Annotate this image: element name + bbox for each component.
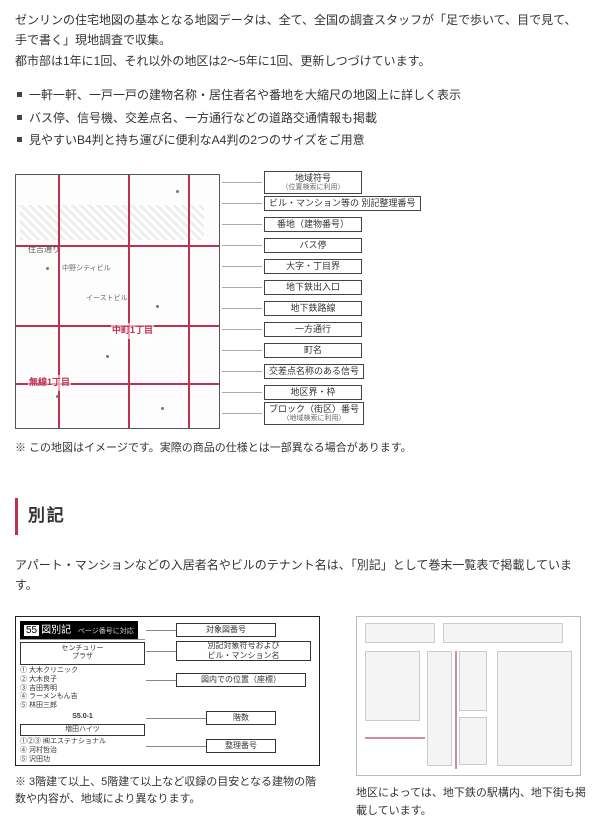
bekki-right-figure bbox=[356, 616, 581, 776]
bekki-right-note: 地区によっては、地下鉄の駅構内、地下街も掲載しています。 bbox=[356, 784, 586, 821]
legend-label: 番地（建物番号） bbox=[264, 217, 362, 232]
legend-label: 地区界・枠 bbox=[264, 385, 362, 400]
bekki-block-label: センチュリー プラザ bbox=[20, 642, 145, 666]
legend-item: 町名 bbox=[222, 342, 421, 359]
legend-item: 地区界・枠 bbox=[222, 384, 421, 401]
building-label: 中野シティビル bbox=[62, 263, 111, 275]
feature-item: 見やすいB4判と持ち運びに便利なA4判の2つのサイズをご用意 bbox=[15, 130, 586, 150]
legend-label: バス停 bbox=[264, 238, 362, 253]
map-figure: 住吉通り 中町1丁目 無線1丁目 中野シティビル イーストビル 地域符号（位置検… bbox=[15, 174, 586, 458]
legend-label: 地下鉄路線 bbox=[264, 301, 362, 316]
legend-item: 交差点名称のある信号 bbox=[222, 363, 421, 380]
street-label: 住吉通り bbox=[28, 243, 60, 257]
legend-item: バス停 bbox=[222, 237, 421, 254]
bekki-left-figure: 55図別記 ページ番号に対応 センチュリー プラザ ① 大木クリニック ② 大木… bbox=[15, 616, 320, 766]
bekki-row: 55図別記 ページ番号に対応 センチュリー プラザ ① 大木クリニック ② 大木… bbox=[15, 616, 586, 821]
legend-label: 大字・丁目界 bbox=[264, 259, 362, 274]
intro-line-1: ゼンリンの住宅地図の基本となる地図データは、全て、全国の調査スタッフが「足で歩い… bbox=[15, 10, 586, 51]
bekki-callout: 整理番号 bbox=[206, 739, 276, 753]
legend-item: 番地（建物番号） bbox=[222, 216, 421, 233]
legend-item: 大字・丁目界 bbox=[222, 258, 421, 275]
legend-item: ビル・マンション等の 別記整理番号 bbox=[222, 195, 421, 212]
bekki-intro: アパート・マンションなどの入居者名やビルのテナント名は、「別記」として巻末一覧表… bbox=[15, 555, 586, 596]
zone-label: 中町1丁目 bbox=[111, 323, 154, 338]
bekki-callout: 図内での位置（座標） bbox=[176, 673, 306, 687]
feature-list: 一軒一軒、一戸一戸の建物名称・居住者名や番地を大縮尺の地図上に詳しく表示 バス停… bbox=[15, 85, 586, 150]
bekki-callout: 階数 bbox=[206, 711, 276, 725]
legend-item: ブロック（街区）番号（地域検索に利用） bbox=[222, 405, 421, 422]
map-legend: 地域符号（位置検索に利用） ビル・マンション等の 別記整理番号番地（建物番号） バス… bbox=[222, 174, 421, 426]
legend-label: 交差点名称のある信号 bbox=[264, 364, 364, 379]
bekki-callout: 対象図番号 bbox=[176, 623, 276, 637]
legend-item: 一方通行 bbox=[222, 321, 421, 338]
legend-item: 地下鉄路線 bbox=[222, 300, 421, 317]
building-label: イーストビル bbox=[86, 293, 128, 305]
bekki-left-note: ※ 3階建て以上、5階建て以上など収録の目安となる建物の階数や内容が、地域により… bbox=[15, 774, 325, 809]
legend-label: 地下鉄出入口 bbox=[264, 280, 362, 295]
legend-item: 地下鉄出入口 bbox=[222, 279, 421, 296]
intro-line-2: 都市部は1年に1回、それ以外の地区は2～5年に1回、更新しつづけています。 bbox=[15, 51, 586, 71]
map-note: ※ この地図はイメージです。実際の商品の仕様とは一部異なる場合があります。 bbox=[15, 439, 586, 458]
legend-label: 一方通行 bbox=[264, 322, 362, 337]
legend-label: 町名 bbox=[264, 343, 362, 358]
bekki-block-label: 増田ハイツ bbox=[20, 724, 145, 737]
zone-label: 無線1丁目 bbox=[28, 375, 71, 390]
legend-label: ビル・マンション等の 別記整理番号 bbox=[264, 196, 421, 211]
intro-block: ゼンリンの住宅地図の基本となる地図データは、全て、全国の調査スタッフが「足で歩い… bbox=[15, 10, 586, 71]
map-thumbnail: 住吉通り 中町1丁目 無線1丁目 中野シティビル イーストビル bbox=[15, 174, 220, 429]
legend-item: 地域符号（位置検索に利用） bbox=[222, 174, 421, 191]
bekki-callout: 別記対象符号および ビル・マンション名 bbox=[176, 641, 311, 661]
feature-item: バス停、信号機、交差点名、一方通行などの道路交通情報も掲載 bbox=[15, 108, 586, 128]
feature-item: 一軒一軒、一戸一戸の建物名称・居住者名や番地を大縮尺の地図上に詳しく表示 bbox=[15, 85, 586, 105]
bekki-title-bar: 55図別記 ページ番号に対応 bbox=[20, 621, 138, 640]
section-heading-bekki: 別記 bbox=[15, 498, 586, 535]
